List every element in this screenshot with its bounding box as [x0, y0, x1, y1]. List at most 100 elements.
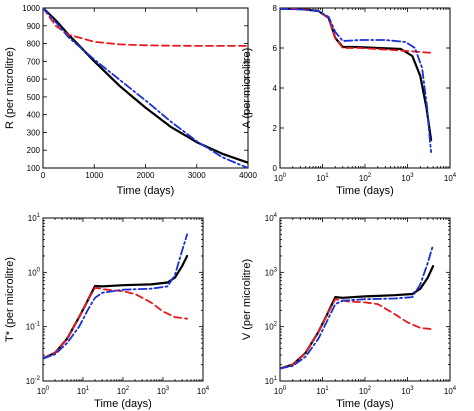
x-tick-label: 4000	[239, 171, 257, 180]
y-tick-label: 400	[27, 111, 41, 120]
series-line-solid	[280, 265, 435, 370]
x-tick-label: 1000	[85, 171, 103, 180]
x-tick-label: 103	[401, 386, 414, 396]
y-tick-label: 10-1	[26, 322, 41, 332]
tick-label-base: 10	[274, 174, 283, 183]
tick-label-exponent: 0	[283, 173, 287, 179]
x-tick-label: 100	[274, 173, 287, 183]
tick-label-base: 10	[401, 174, 410, 183]
tick-label-base: 10	[316, 174, 325, 183]
y-tick-label: 101	[28, 213, 41, 223]
x-tick-label: 102	[117, 386, 130, 396]
tick-label-base: 10	[265, 268, 274, 277]
y-axis-title: T* (per microlitre)	[4, 257, 16, 342]
tick-label-base: 10	[359, 174, 368, 183]
tick-label-exponent: 2	[274, 322, 278, 328]
tick-label-base: 10	[28, 214, 37, 223]
y-tick-label: 600	[27, 75, 41, 84]
tick-label-base: 10	[26, 377, 35, 386]
x-tick-label: 101	[77, 386, 90, 396]
tick-label-base: 10	[444, 174, 453, 183]
y-tick-label: 2	[273, 124, 278, 133]
tick-label-exponent: -1	[35, 322, 41, 328]
tick-label-base: 10	[197, 387, 206, 396]
y-tick-label: 1000	[22, 4, 40, 13]
x-tick-label: 3000	[188, 171, 206, 180]
tick-label-exponent: 3	[410, 173, 414, 179]
tick-label-exponent: 1	[86, 386, 90, 392]
x-tick-label: 103	[157, 386, 170, 396]
series-line-dashdot	[43, 233, 189, 360]
x-tick-label: 100	[37, 386, 50, 396]
x-tick-label: 101	[316, 173, 329, 183]
y-tick-label: 200	[27, 146, 41, 155]
y-tick-label: 10-2	[26, 376, 41, 386]
series-line-solid	[280, 8, 433, 142]
tick-label-base: 10	[316, 387, 325, 396]
y-tick-label: 103	[265, 267, 278, 277]
tick-label-exponent: 4	[206, 386, 210, 392]
series-line-dashdot	[280, 8, 433, 153]
tick-label-base: 10	[401, 387, 410, 396]
x-axis-title: Time (days)	[94, 398, 152, 410]
y-axis-title: A (per microlitre)	[241, 48, 253, 129]
y-tick-label: 0	[273, 164, 278, 173]
tick-label-exponent: -2	[35, 376, 41, 382]
tick-label-base: 10	[444, 387, 453, 396]
tick-label-base: 10	[274, 387, 283, 396]
tick-label-exponent: 4	[274, 213, 278, 219]
x-tick-label: 100	[274, 386, 287, 396]
tick-label-exponent: 0	[46, 386, 50, 392]
tick-label-base: 10	[359, 387, 368, 396]
y-tick-label: 100	[27, 164, 41, 173]
x-tick-label: 104	[444, 386, 457, 396]
tick-label-base: 10	[265, 377, 274, 386]
tick-label-base: 10	[28, 268, 37, 277]
y-tick-label: 500	[27, 93, 41, 102]
y-tick-label: 8	[273, 4, 278, 13]
x-tick-label: 101	[316, 386, 329, 396]
tick-label-exponent: 2	[368, 386, 372, 392]
x-tick-label: 103	[401, 173, 414, 183]
tick-label-base: 10	[265, 214, 274, 223]
tick-label-base: 10	[157, 387, 166, 396]
tick-label-base: 10	[37, 387, 46, 396]
series-line-solid	[43, 8, 248, 164]
series-line-dashdot	[43, 8, 248, 168]
tick-label-base: 10	[265, 323, 274, 332]
y-tick-label: 6	[273, 44, 278, 53]
y-tick-label: 101	[265, 376, 278, 386]
series-line-solid	[43, 254, 189, 360]
tick-label-exponent: 2	[368, 173, 372, 179]
x-tick-label: 2000	[137, 171, 155, 180]
x-tick-label: 0	[41, 171, 46, 180]
series-line-dashed	[280, 298, 435, 370]
y-tick-label: 102	[265, 322, 278, 332]
series-line-dashed	[43, 286, 189, 360]
tick-label-exponent: 3	[166, 386, 170, 392]
tick-label-exponent: 1	[37, 213, 41, 219]
x-axis-title: Time (days)	[336, 398, 394, 410]
y-tick-label: 800	[27, 40, 41, 49]
tick-label-exponent: 3	[410, 386, 414, 392]
y-tick-label: 4	[273, 84, 278, 93]
tick-label-exponent: 3	[274, 267, 278, 273]
y-tick-label: 900	[27, 22, 41, 31]
tick-label-exponent: 4	[453, 386, 457, 392]
axes-frame	[42, 7, 249, 169]
tick-label-exponent: 0	[37, 267, 41, 273]
tick-label-exponent: 1	[274, 376, 278, 382]
y-axis-title: V (per microlitre)	[241, 259, 253, 340]
series-line-dashdot	[280, 243, 435, 370]
y-tick-label: 300	[27, 128, 41, 137]
tick-label-exponent: 2	[126, 386, 130, 392]
x-tick-label: 104	[197, 386, 210, 396]
tick-label-exponent: 1	[325, 173, 329, 179]
tick-label-base: 10	[77, 387, 86, 396]
x-tick-label: 102	[359, 386, 372, 396]
y-tick-label: 104	[265, 213, 278, 223]
x-tick-label: 104	[444, 173, 457, 183]
